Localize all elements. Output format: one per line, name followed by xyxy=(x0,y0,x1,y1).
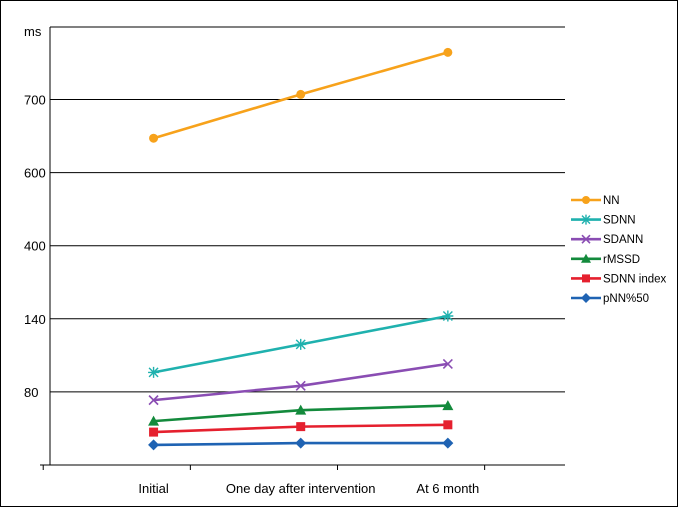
data-point xyxy=(148,439,160,451)
data-point xyxy=(442,437,454,449)
legend-marker xyxy=(582,196,590,204)
y-axis-label: ms xyxy=(24,24,42,39)
data-point xyxy=(295,437,307,449)
data-point xyxy=(148,366,160,378)
x-tick-label: At 6 month xyxy=(416,481,479,496)
data-point xyxy=(148,395,159,406)
y-tick-label: 600 xyxy=(24,166,46,181)
series-nn xyxy=(149,47,453,143)
legend-label: rMSSD xyxy=(603,254,640,266)
series-line xyxy=(153,362,449,402)
data-point xyxy=(442,400,454,411)
x-tick-label: One day after intervention xyxy=(226,481,376,496)
series-rmssd xyxy=(148,400,454,426)
data-point xyxy=(443,47,453,57)
data-point xyxy=(296,89,306,99)
legend-label: pNN%50 xyxy=(603,293,649,305)
legend-label: SDNN index xyxy=(603,273,667,285)
y-tick-label: 80 xyxy=(24,385,38,400)
y-tick-label: 400 xyxy=(24,239,46,254)
data-point xyxy=(149,427,159,437)
data-point xyxy=(442,358,453,369)
data-point xyxy=(148,415,160,426)
legend-label: SDANN xyxy=(603,234,643,246)
legend-item-rmssd: rMSSD xyxy=(571,254,640,266)
series-sdnn-index xyxy=(149,420,453,437)
legend-item-sdann: SDANN xyxy=(571,234,643,246)
data-point xyxy=(442,310,454,322)
y-tick-label: 140 xyxy=(24,312,46,327)
legend-marker xyxy=(581,293,591,303)
data-point xyxy=(149,133,159,143)
data-point xyxy=(295,404,307,415)
data-point xyxy=(295,380,306,391)
series-pnn-50 xyxy=(148,437,454,451)
y-tick-label: 700 xyxy=(24,93,46,108)
legend-marker xyxy=(582,274,590,283)
series-sdann xyxy=(148,358,453,406)
data-point xyxy=(295,338,307,350)
legend-marker xyxy=(581,253,591,263)
data-point xyxy=(443,420,453,430)
data-point xyxy=(296,422,306,432)
legend-marker xyxy=(581,234,591,244)
legend-item-sdnn: SDNN xyxy=(571,214,636,227)
legend-item-sdnn-index: SDNN index xyxy=(571,273,667,285)
legend-label: NN xyxy=(603,195,620,207)
x-tick-label: Initial xyxy=(138,481,168,496)
legend-item-nn: NN xyxy=(571,195,620,207)
legend-marker xyxy=(581,214,591,225)
legend-item-pnn-50: pNN%50 xyxy=(571,293,649,305)
legend-label: SDNN xyxy=(603,215,636,227)
series-sdnn xyxy=(148,310,454,378)
